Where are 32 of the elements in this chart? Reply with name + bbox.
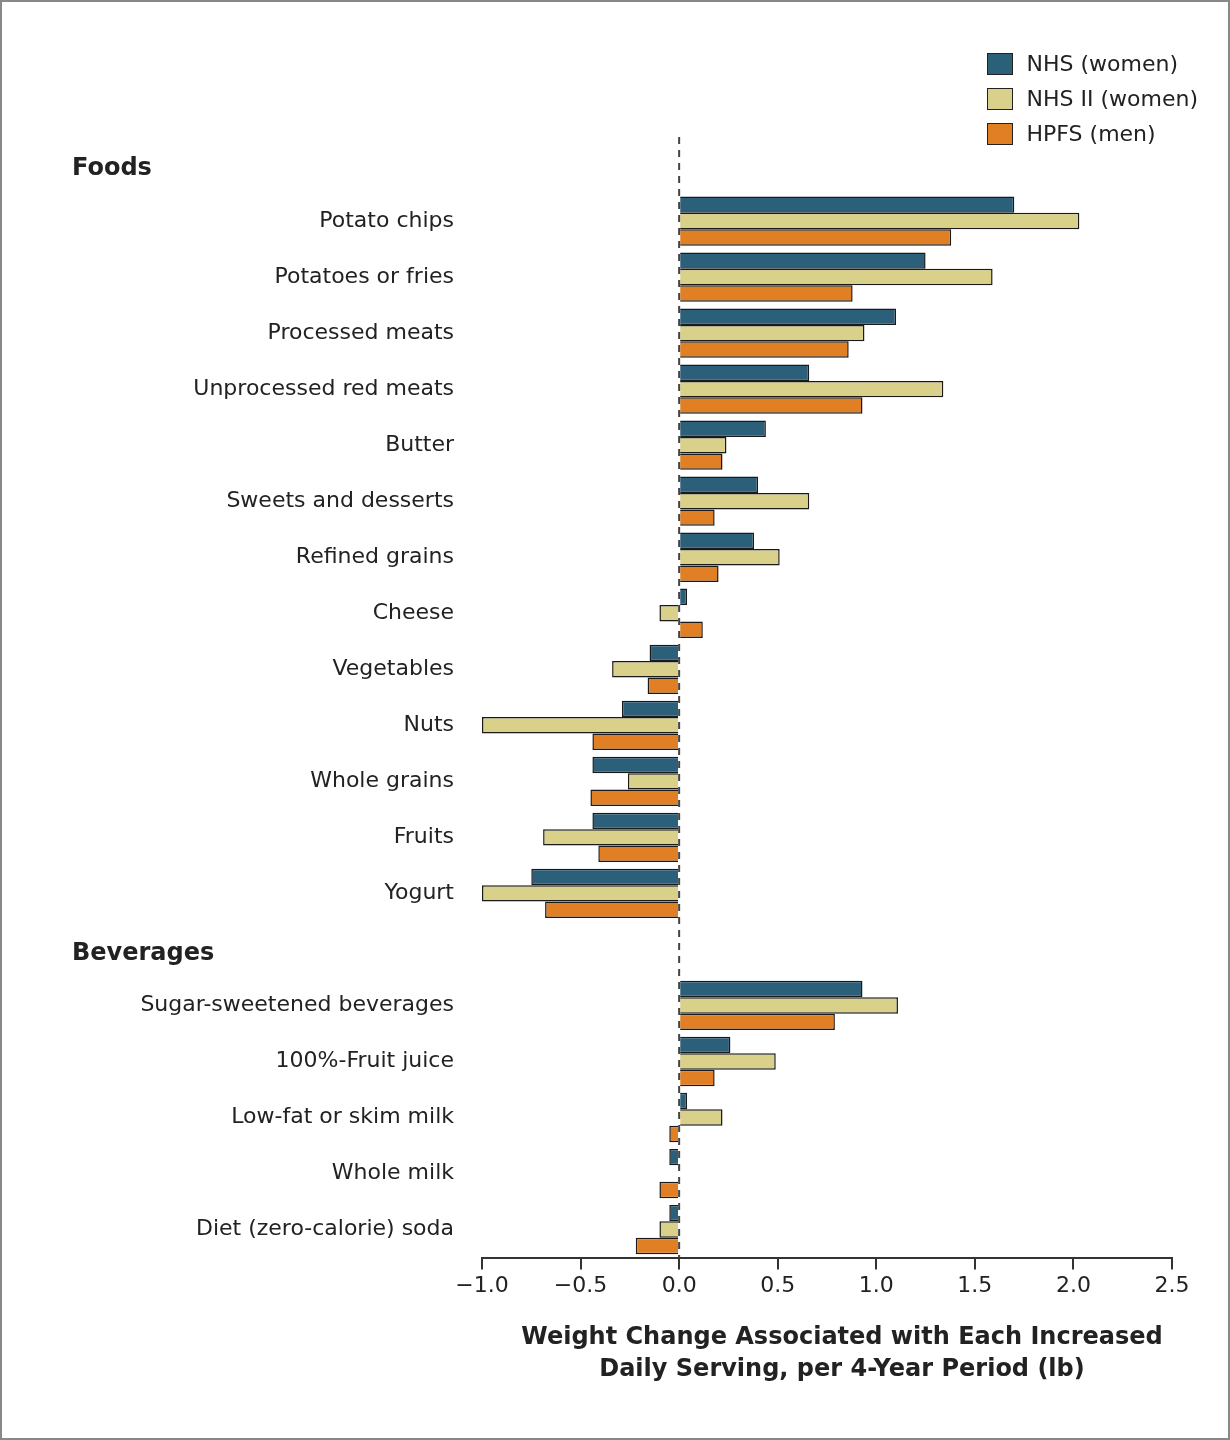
x-tick-label: 1.5 xyxy=(957,1271,993,1297)
y-tick-label: Vegetables xyxy=(332,655,454,680)
x-tick-label: 2.5 xyxy=(1154,1271,1190,1297)
y-tick-label: Sugar-sweetened beverages xyxy=(140,991,454,1017)
x-tick-label: −1.0 xyxy=(455,1271,509,1297)
y-tick-label: Nuts xyxy=(403,711,454,737)
y-tick-label: Whole grains xyxy=(310,767,454,793)
x-tick-label: −0.5 xyxy=(553,1271,608,1297)
y-tick-label: Potatoes or fries xyxy=(274,262,454,288)
y-tick-label: Yogurt xyxy=(383,879,455,905)
x-tick-label: 0.0 xyxy=(661,1271,697,1297)
x-tick-label: 2.0 xyxy=(1055,1271,1091,1297)
y-tick-label: Diet (zero-calorie) soda xyxy=(195,1215,454,1241)
y-tick-label: Processed meats xyxy=(267,318,454,344)
y-tick-label: Refined grains xyxy=(295,542,454,568)
y-tick-label: Cheese xyxy=(372,598,454,624)
text: Foods xyxy=(72,153,152,182)
x-axis-title: Weight Change Associated with Each Increased Daily Serving, per 4-Year Period (lb) xyxy=(520,1321,1164,1384)
y-tick-label: Sweets and desserts xyxy=(226,486,454,512)
y-tick-label: 100%-Fruit juice xyxy=(275,1047,454,1073)
y-tick-label: Whole milk xyxy=(331,1159,455,1185)
x-tick-label: 0.5 xyxy=(760,1271,796,1297)
y-tick-label: Fruits xyxy=(393,823,454,849)
y-tick-label: Unprocessed red meats xyxy=(193,374,454,400)
text: Beverages xyxy=(72,937,215,966)
y-tick-label: Butter xyxy=(385,430,455,456)
y-tick-label: Potato chips xyxy=(319,206,454,232)
legend-label: NHS (women) xyxy=(1026,51,1179,76)
legend-label: HPFS (men) xyxy=(1026,121,1156,146)
y-tick-label: Low-fat or skim milk xyxy=(231,1103,455,1129)
legend-label: NHS II (women) xyxy=(1026,86,1198,111)
x-tick-label: 1.0 xyxy=(858,1271,894,1297)
